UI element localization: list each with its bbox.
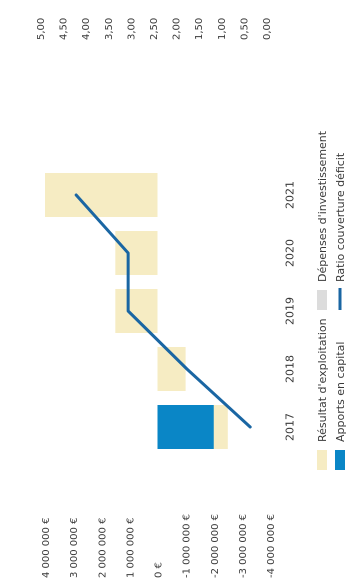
left-axis-tick-label: -4 000 000 € <box>266 514 277 578</box>
series-line <box>74 193 252 429</box>
right-axis-tick-label: 0,00 <box>262 18 273 40</box>
right-axis-tick-label: 3,00 <box>126 18 137 40</box>
left-axis-tick-label: 4 000 000 € <box>41 518 52 578</box>
category-label: 2017 <box>284 413 297 441</box>
left-axis-tick-label: 3 000 000 € <box>69 518 80 578</box>
legend-item: Dépenses d'investissement <box>316 130 329 310</box>
left-axis-tick-label: -2 000 000 € <box>210 514 221 578</box>
left-axis-tick-label: -1 000 000 € <box>182 514 193 578</box>
chart-area: 4 000 000 € 3 000 000 € 2 000 000 € 1 000 0… <box>36 18 347 578</box>
left-axis-tick-label: 1 000 000 € <box>125 518 136 578</box>
left-axis-tick-label: 0 € <box>154 562 165 578</box>
legend-item: Ratio couverture déficit <box>334 152 347 310</box>
right-axis-tick-label: 4,50 <box>59 18 70 40</box>
bar <box>115 289 158 333</box>
legend-label: Résultat d'exploitation <box>316 318 329 442</box>
legend-label: Dépenses d'investissement <box>316 130 329 282</box>
bar <box>115 231 158 275</box>
category-label: 2019 <box>284 297 297 325</box>
right-axis-tick-label: 2,00 <box>172 18 183 40</box>
right-axis-tick-label: 2,50 <box>149 18 160 40</box>
legend-label: Ratio couverture déficit <box>334 152 347 282</box>
legend-label: Apports en capital <box>334 342 347 442</box>
right-axis-tick-label: 1,50 <box>194 18 205 40</box>
legend-swatch <box>335 450 345 470</box>
category-label: 2018 <box>284 355 297 383</box>
bar <box>45 173 158 217</box>
category-label: 2020 <box>284 239 297 267</box>
legend-swatch <box>317 450 327 470</box>
right-axis-tick-label: 5,00 <box>36 18 47 40</box>
right-axis-tick-label: 0,50 <box>239 18 250 40</box>
bar <box>157 405 214 449</box>
right-axis-tick-label: 4,00 <box>81 18 92 40</box>
right-axis-tick-label: 1,00 <box>217 18 228 40</box>
legend-item: Résultat d'exploitation <box>316 318 329 470</box>
legend-swatch <box>317 290 327 310</box>
category-label: 2021 <box>284 181 297 209</box>
left-axis-tick-label: 2 000 000 € <box>97 518 108 578</box>
right-axis-tick-label: 3,50 <box>104 18 115 40</box>
legend-item: Apports en capital <box>334 342 347 470</box>
left-axis-tick-label: -3 000 000 € <box>238 514 249 578</box>
